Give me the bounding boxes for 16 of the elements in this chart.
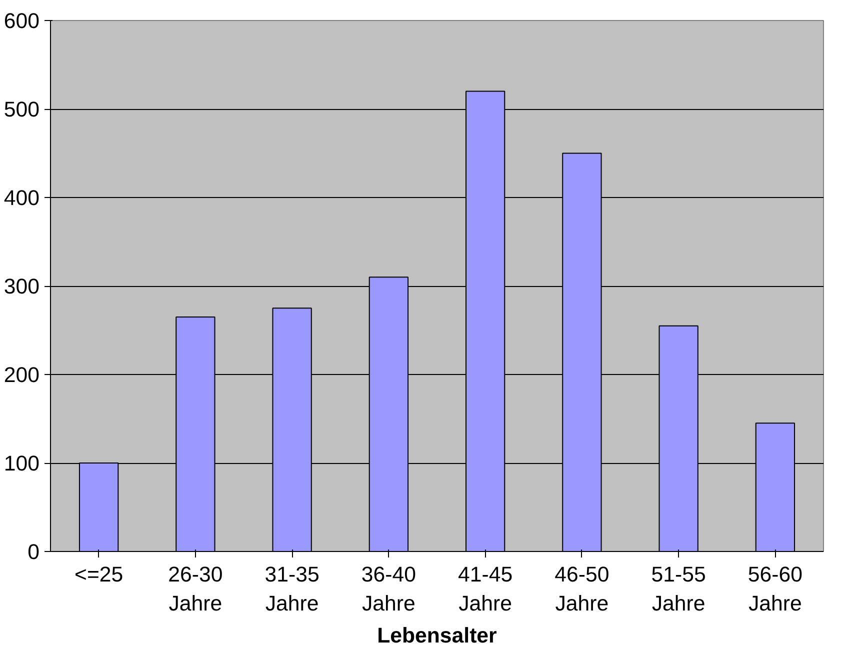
x-tick-label: 51-55 Jahre bbox=[651, 562, 706, 616]
x-tick-label: 46-50 Jahre bbox=[554, 562, 610, 616]
y-tick-label: 400 bbox=[4, 186, 40, 210]
x-tick-label: 41-45 Jahre bbox=[458, 562, 513, 616]
x-tick-label: 26-30 Jahre bbox=[168, 562, 223, 616]
y-tick-label: 500 bbox=[4, 98, 40, 122]
x-tick-label: 56-60 Jahre bbox=[748, 562, 803, 616]
y-tick-label: 0 bbox=[28, 540, 40, 564]
x-tick-label: 36-40 Jahre bbox=[361, 562, 416, 616]
x-axis-title: Lebensalter bbox=[377, 623, 497, 648]
x-tick-label: 31-35 Jahre bbox=[264, 562, 320, 616]
y-tick-label: 600 bbox=[4, 9, 40, 33]
y-tick-label: 100 bbox=[4, 452, 40, 476]
y-tick-label: 300 bbox=[4, 274, 40, 298]
x-tick-label: <=25 bbox=[74, 562, 124, 586]
y-tick-label: 200 bbox=[4, 363, 40, 387]
